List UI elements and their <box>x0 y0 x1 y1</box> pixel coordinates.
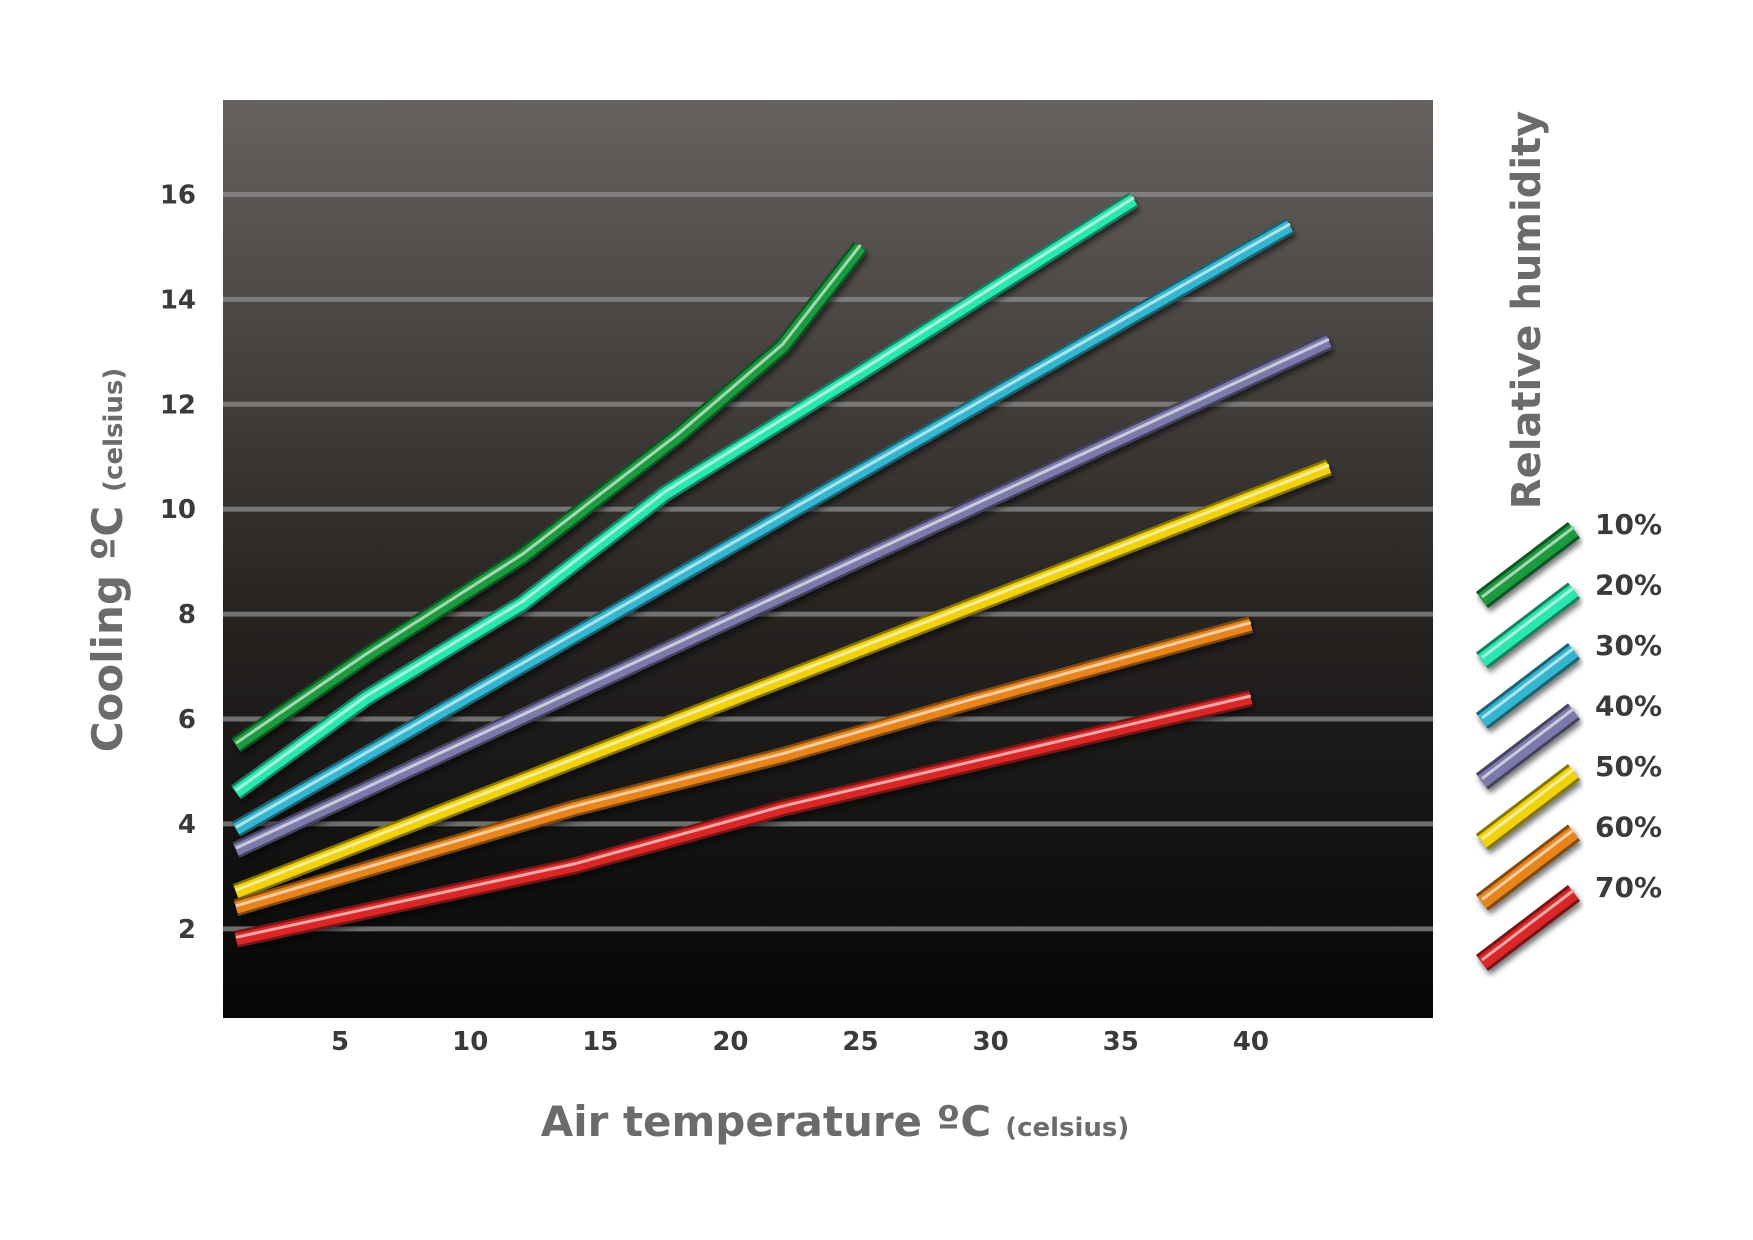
y-tick-8: 8 <box>178 600 196 630</box>
legend-swatch <box>1477 887 1579 969</box>
legend-label-60%: 60% <box>1595 811 1662 844</box>
legend-label-70%: 70% <box>1595 871 1662 904</box>
legend-item-50% <box>1475 764 1581 850</box>
series-line-highlight <box>235 463 1330 892</box>
x-tick-labels: 5 10 15 20 25 30 35 40 <box>331 1027 1269 1057</box>
y-tick-2: 2 <box>178 915 196 945</box>
y-tick-6: 6 <box>178 705 196 735</box>
legend-label-50%: 50% <box>1595 750 1662 783</box>
legend-item-70% <box>1475 885 1581 971</box>
series-70% <box>234 689 1253 948</box>
x-tick-25: 25 <box>842 1027 878 1057</box>
y-tick-16: 16 <box>160 180 196 210</box>
legend-swatch-highlight <box>1481 888 1575 962</box>
legend-title: Relative humidity <box>1504 111 1550 509</box>
legend-swatch-highlight <box>1481 767 1575 841</box>
legend-swatch <box>1477 524 1579 606</box>
legend-item-40% <box>1475 703 1581 790</box>
legend-label-40%: 40% <box>1595 690 1662 723</box>
x-tick-10: 10 <box>452 1027 488 1057</box>
x-tick-35: 35 <box>1103 1027 1139 1057</box>
legend-swatch-highlight <box>1481 828 1575 901</box>
x-axis-title: Air temperature ºC (celsius) <box>541 1097 1130 1146</box>
plot-area <box>223 100 1433 1018</box>
series-10% <box>231 241 868 753</box>
series-50% <box>232 459 1332 901</box>
series-line <box>234 618 1253 914</box>
y-tick-14: 14 <box>160 285 196 315</box>
series-line-highlight <box>235 243 862 745</box>
series-line-highlight <box>235 337 1330 850</box>
series-60% <box>233 616 1254 916</box>
series-30% <box>231 218 1295 837</box>
x-tick-20: 20 <box>712 1027 748 1057</box>
y-tick-12: 12 <box>160 390 196 420</box>
legend-item-20% <box>1475 582 1581 669</box>
series-line <box>233 220 1293 835</box>
series-line <box>234 692 1253 946</box>
legend-item-30% <box>1475 643 1581 729</box>
legend-swatch <box>1477 826 1579 909</box>
y-axis-title: Cooling ºC (celsius) <box>83 368 132 753</box>
x-tick-5: 5 <box>331 1027 349 1057</box>
legend-swatch <box>1477 645 1579 727</box>
legend-swatch-highlight <box>1481 586 1575 659</box>
x-tick-40: 40 <box>1233 1027 1269 1057</box>
legend-swatch-highlight <box>1481 707 1575 780</box>
x-tick-30: 30 <box>973 1027 1009 1057</box>
series-line <box>232 194 1138 798</box>
series-40% <box>232 333 1333 858</box>
x-tick-15: 15 <box>582 1027 618 1057</box>
legend-item-60% <box>1475 824 1581 911</box>
y-tick-labels: 2 4 6 8 10 12 14 16 <box>160 180 196 944</box>
y-tick-4: 4 <box>178 810 196 840</box>
series-line <box>233 335 1332 856</box>
legend-swatch-highlight <box>1481 525 1575 599</box>
series-20% <box>231 192 1139 800</box>
series-line <box>233 461 1332 898</box>
legend-label-10%: 10% <box>1595 508 1662 541</box>
y-tick-10: 10 <box>160 495 196 525</box>
series-line-highlight <box>235 196 1135 792</box>
legend-label-20%: 20% <box>1595 569 1662 602</box>
series-line-highlight <box>235 222 1291 829</box>
legend-swatch <box>1477 584 1579 667</box>
legend-swatch <box>1477 766 1579 848</box>
legend: 10% 20% 30% 40% 50% 60% 70% <box>1475 508 1662 971</box>
series-line-highlight <box>235 694 1252 939</box>
series-layer <box>231 192 1333 948</box>
legend-swatch-highlight <box>1481 646 1575 720</box>
legend-swatch <box>1477 705 1579 788</box>
legend-label-30%: 30% <box>1595 629 1662 662</box>
legend-item-10% <box>1475 522 1581 608</box>
series-line-highlight <box>235 621 1252 908</box>
